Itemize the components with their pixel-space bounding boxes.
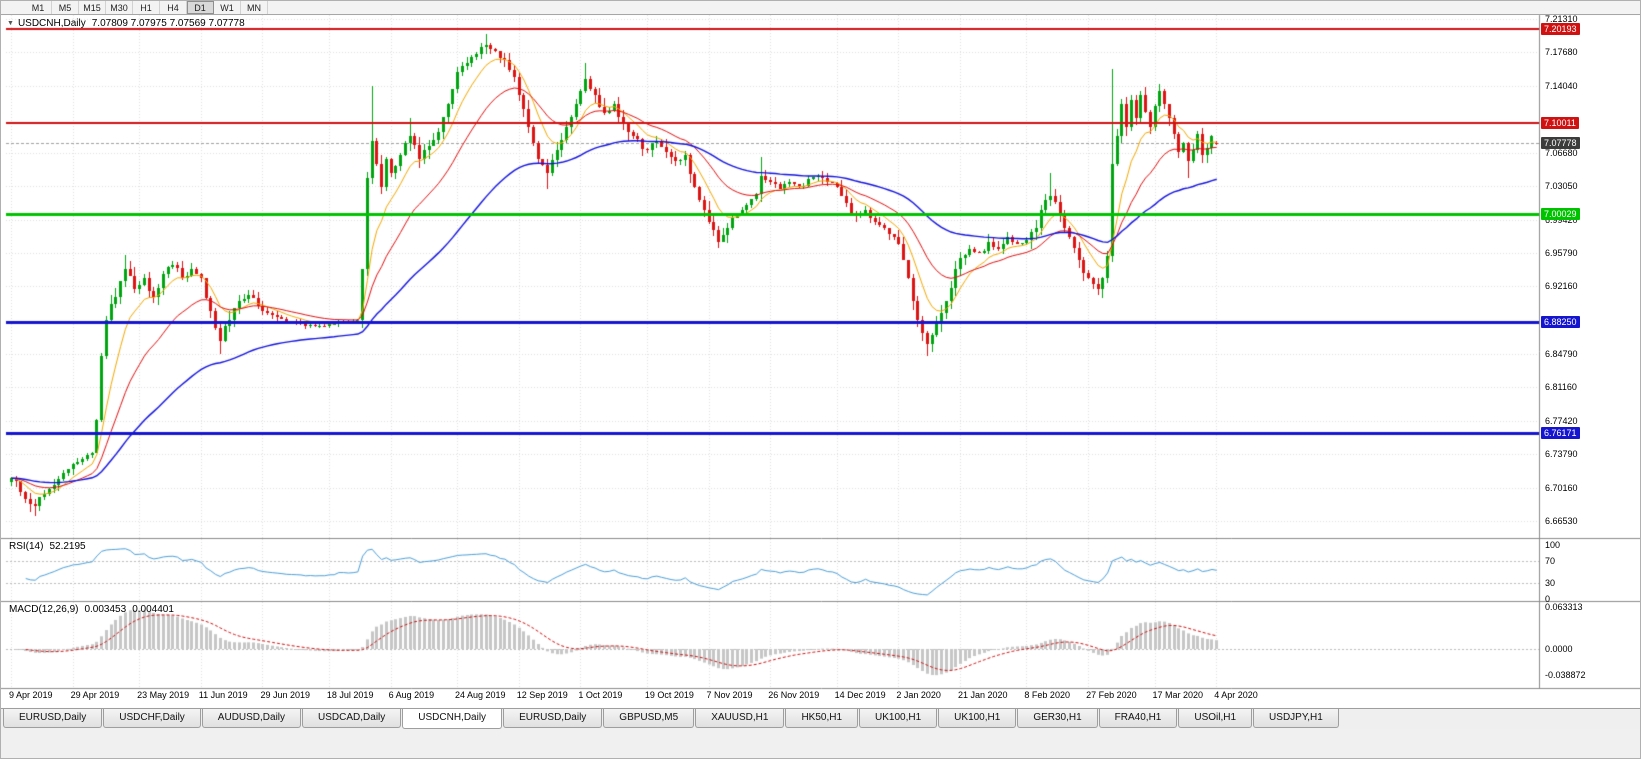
macd-axis-label: 0.063313 bbox=[1545, 602, 1583, 613]
macd-indicator-title: MACD(12,26,9) 0.003453 0.004401 bbox=[9, 604, 174, 615]
timeframe-button-m15[interactable]: M15 bbox=[79, 1, 106, 14]
chart-tab-uk100-h1[interactable]: UK100,H1 bbox=[859, 709, 938, 728]
rsi-axis-label: 100 bbox=[1545, 540, 1561, 550]
price-axis-label: 7.17680 bbox=[1545, 47, 1578, 58]
price-axis-label: 6.66530 bbox=[1545, 516, 1578, 526]
chart-marker-icon: ▼ bbox=[7, 20, 14, 27]
macd-axis-label: -0.038872 bbox=[1545, 669, 1586, 680]
price-axis-label: 6.95790 bbox=[1545, 247, 1578, 258]
macd-label: MACD(12,26,9) bbox=[9, 604, 79, 615]
chart-tab-usdchf-daily[interactable]: USDCHF,Daily bbox=[103, 709, 201, 728]
macd-main-value: 0.003453 bbox=[84, 604, 127, 615]
hline-price-badge: 6.88250 bbox=[1541, 315, 1580, 328]
timeframe-button-m30[interactable]: M30 bbox=[106, 1, 133, 14]
timeframe-button-m1[interactable]: M1 bbox=[25, 1, 52, 14]
price-axis-label: 6.77420 bbox=[1545, 416, 1578, 427]
rsi-indicator-title: RSI(14) 52.2195 bbox=[9, 541, 86, 552]
rsi-axis-label: 30 bbox=[1545, 577, 1556, 588]
chart-tab-ger30-h1[interactable]: GER30,H1 bbox=[1017, 709, 1098, 728]
price-axis-label: 6.81160 bbox=[1545, 381, 1577, 392]
chart-tab-xauusd-h1[interactable]: XAUUSD,H1 bbox=[695, 709, 785, 728]
rsi-axis-label: 0 bbox=[1545, 594, 1551, 604]
timeframe-button-h1[interactable]: H1 bbox=[133, 1, 160, 14]
chart-tab-gbpusd-m5[interactable]: GBPUSD,M5 bbox=[603, 709, 695, 728]
price-axis-label: 7.21310 bbox=[1545, 14, 1578, 24]
chart-tab-eurusd-daily[interactable]: EURUSD,Daily bbox=[3, 709, 103, 728]
timeframe-button-w1[interactable]: W1 bbox=[214, 1, 241, 14]
rsi-axis[interactable]: 100 70 30 0 bbox=[1540, 1, 1640, 708]
chart-symbol-period: USDCNH,Daily bbox=[17, 18, 86, 29]
chart-title: ▼ USDCNH,Daily 7.07809 7.07975 7.07569 7.0… bbox=[7, 18, 245, 29]
chart-ohlc-values: 7.07809 7.07975 7.07569 7.07778 bbox=[91, 18, 245, 29]
price-axis[interactable]: 7.213107.176807.140407.066807.030506.994… bbox=[1540, 1, 1640, 708]
chart-tab-audusd-daily[interactable]: AUDUSD,Daily bbox=[201, 709, 302, 728]
chart-tab-fra40-h1[interactable]: FRA40,H1 bbox=[1098, 709, 1178, 728]
chart-tab-eurusd-daily[interactable]: EURUSD,Daily bbox=[503, 709, 603, 728]
timeframe-button-m5[interactable]: M5 bbox=[52, 1, 79, 14]
price-axis-label: 6.73790 bbox=[1545, 449, 1578, 460]
price-axis-label: 6.92160 bbox=[1545, 281, 1578, 292]
timeframe-button-h4[interactable]: H4 bbox=[160, 1, 187, 14]
price-axis-label: 7.06680 bbox=[1545, 148, 1578, 159]
timeframe-button-mn[interactable]: MN bbox=[241, 1, 268, 14]
hline-price-badge: 6.76171 bbox=[1541, 426, 1580, 439]
price-axis-label: 7.03050 bbox=[1545, 181, 1578, 192]
macd-axis-label: 0.0000 bbox=[1545, 644, 1573, 654]
price-axis-label: 6.70160 bbox=[1545, 482, 1578, 493]
rsi-axis-label: 70 bbox=[1545, 556, 1556, 567]
chart-tab-bar: EURUSD,Daily USDCHF,Daily AUDUSD,Daily USDC… bbox=[1, 708, 1640, 729]
chart-tab-usdcnh-daily[interactable]: USDCNH,Daily bbox=[402, 709, 503, 729]
hline-price-badge: 7.10011 bbox=[1541, 116, 1579, 129]
hline-price-badge: 7.00029 bbox=[1541, 208, 1580, 221]
macd-signal-value: 0.004401 bbox=[132, 604, 174, 615]
chart-tab-usdjpy-h1[interactable]: USDJPY,H1 bbox=[1253, 709, 1339, 728]
macd-axis[interactable]: 0.063313 0.0000 -0.038872 bbox=[1540, 1, 1640, 708]
chart-tab-uk100-h1[interactable]: UK100,H1 bbox=[938, 709, 1017, 728]
chart-tab-usoil-h1[interactable]: USOil,H1 bbox=[1178, 709, 1253, 728]
chart-tab-usdcad-daily[interactable]: USDCAD,Daily bbox=[302, 709, 402, 728]
rsi-label: RSI(14) bbox=[9, 541, 44, 552]
chart-tab-hk50-h1[interactable]: HK50,H1 bbox=[785, 709, 859, 728]
rsi-value: 52.2195 bbox=[49, 541, 86, 552]
hline-price-badge: 7.20193 bbox=[1541, 23, 1580, 36]
price-axis-label: 7.14040 bbox=[1545, 80, 1578, 91]
current-price-badge: 7.07778 bbox=[1541, 137, 1580, 149]
timeframe-toolbar: M1 M5 M15 M30 H1 H4 D1 W1 MN bbox=[1, 1, 1640, 15]
timeframe-button-d1[interactable]: D1 bbox=[187, 1, 214, 14]
price-axis-label: 6.84790 bbox=[1545, 348, 1578, 359]
